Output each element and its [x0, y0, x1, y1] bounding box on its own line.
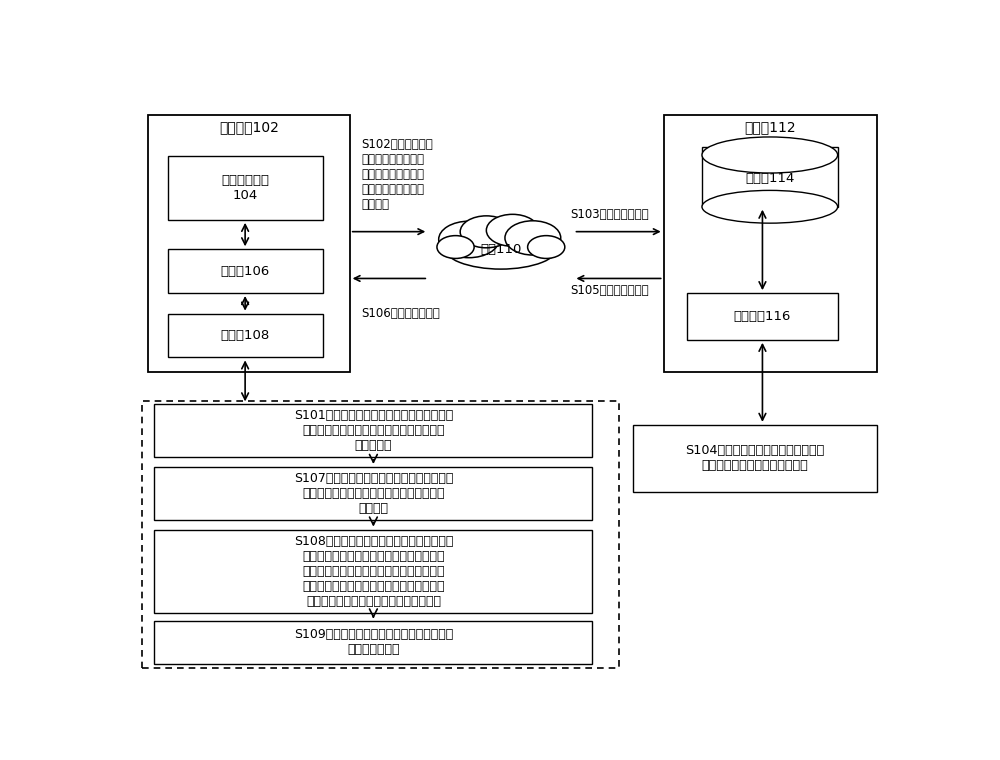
Text: S102，发送获取指
令，该获取指令用于
指示获取目标游戏功
能的功能信息对应的
游戏组件: S102，发送获取指 令，该获取指令用于 指示获取目标游戏功 能的功能信息对应的… — [361, 138, 433, 211]
Text: S109，利用游戏软件生成架构生成目标游戏
功能的功能数据: S109，利用游戏软件生成架构生成目标游戏 功能的功能数据 — [294, 629, 453, 657]
Text: 网络110: 网络110 — [480, 242, 522, 255]
Text: 人机交互屏幕
104: 人机交互屏幕 104 — [221, 174, 269, 201]
Ellipse shape — [439, 221, 499, 258]
FancyBboxPatch shape — [154, 467, 592, 520]
FancyBboxPatch shape — [664, 115, 877, 372]
Text: S105，返回游戏组件: S105，返回游戏组件 — [571, 283, 649, 296]
Text: S104，响应获取指令，确定目标游戏
功能的功能信息对应的游戏组件: S104，响应获取指令，确定目标游戏 功能的功能信息对应的游戏组件 — [685, 445, 824, 473]
FancyBboxPatch shape — [148, 115, 350, 372]
FancyBboxPatch shape — [168, 314, 323, 357]
Ellipse shape — [702, 191, 838, 223]
Text: 用户设备102: 用户设备102 — [219, 121, 279, 135]
FancyBboxPatch shape — [687, 293, 838, 340]
Ellipse shape — [437, 236, 474, 258]
FancyBboxPatch shape — [168, 249, 323, 293]
Text: 数据库114: 数据库114 — [745, 173, 794, 185]
Ellipse shape — [443, 223, 559, 269]
Text: S101，获取数据生成请求，其中，数据生成
请求用于请求生成目标游戏中目标游戏功能
的功能数据: S101，获取数据生成请求，其中，数据生成 请求用于请求生成目标游戏中目标游戏功… — [294, 409, 453, 452]
Text: 存储器108: 存储器108 — [220, 329, 270, 342]
Ellipse shape — [505, 221, 561, 255]
FancyBboxPatch shape — [154, 530, 592, 613]
FancyBboxPatch shape — [633, 425, 877, 492]
Text: S106，返回游戏组件: S106，返回游戏组件 — [361, 307, 440, 320]
FancyBboxPatch shape — [154, 404, 592, 457]
Text: 服务器112: 服务器112 — [744, 121, 796, 135]
Text: S107，获取与目标游戏功能的功能信息对应
的游戏组件，其中，游戏组件用于实现目标
游戏功能: S107，获取与目标游戏功能的功能信息对应 的游戏组件，其中，游戏组件用于实现目… — [294, 472, 453, 515]
Ellipse shape — [486, 214, 539, 246]
Text: S108，确定与游戏组件对应的游戏软件生成
架构，其中，游戏软件生成架构中包括具有
依赖关系的多个分层架构，多个分层架构中
包括与游戏组件关联的游戏组件层，游戏: S108，确定与游戏组件对应的游戏软件生成 架构，其中，游戏软件生成架构中包括具… — [294, 535, 453, 608]
Text: S103，发送获取指令: S103，发送获取指令 — [571, 207, 649, 220]
Text: 处理器106: 处理器106 — [220, 264, 270, 277]
FancyBboxPatch shape — [168, 156, 323, 220]
Ellipse shape — [702, 137, 838, 173]
Text: 处理引擎116: 处理引擎116 — [734, 310, 791, 323]
FancyBboxPatch shape — [154, 622, 592, 663]
Ellipse shape — [460, 216, 512, 248]
FancyBboxPatch shape — [702, 147, 838, 207]
FancyBboxPatch shape — [142, 401, 619, 667]
Ellipse shape — [528, 236, 565, 258]
